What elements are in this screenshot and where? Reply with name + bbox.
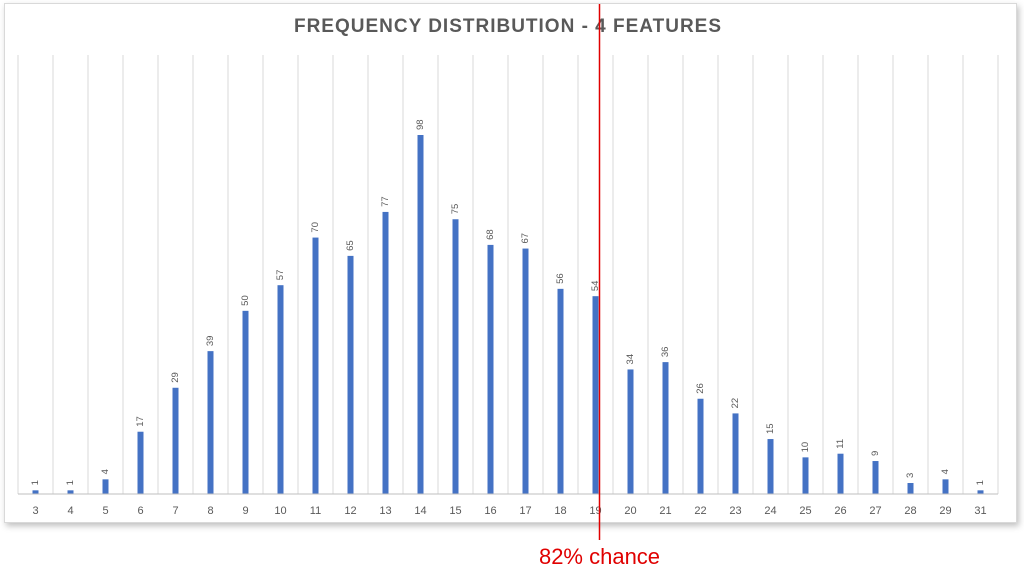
x-tick-14: 14 — [414, 505, 426, 517]
bar-23 — [732, 413, 739, 494]
x-tick-16: 16 — [484, 505, 496, 517]
gridlines — [17, 55, 999, 494]
bar-6 — [137, 431, 144, 494]
bar-25 — [802, 457, 809, 494]
x-tick-23: 23 — [729, 505, 741, 517]
data-label-14: 98 — [415, 119, 426, 130]
x-tick-24: 24 — [764, 505, 776, 517]
x-tick-19: 19 — [589, 505, 601, 517]
data-label-10: 57 — [275, 270, 286, 281]
bar-14 — [417, 135, 424, 494]
bar-5 — [102, 479, 109, 494]
bar-22 — [697, 398, 704, 494]
data-label-21: 36 — [660, 347, 671, 358]
bar-15 — [452, 219, 459, 494]
x-tick-4: 4 — [67, 505, 73, 517]
data-label-31: 1 — [975, 480, 986, 485]
x-tick-8: 8 — [207, 505, 213, 517]
threshold-annotation: 82% chance — [539, 544, 660, 569]
x-tick-27: 27 — [869, 505, 881, 517]
bar-8 — [207, 351, 214, 494]
bar-21 — [662, 362, 669, 494]
data-label-16: 68 — [485, 229, 496, 240]
x-tick-3: 3 — [32, 505, 38, 517]
x-tick-5: 5 — [102, 505, 108, 517]
bar-16 — [487, 244, 494, 494]
x-tick-10: 10 — [274, 505, 286, 517]
data-label-3: 1 — [30, 480, 41, 485]
bar-20 — [627, 369, 634, 494]
x-tick-26: 26 — [834, 505, 846, 517]
data-label-23: 22 — [730, 398, 741, 409]
data-label-13: 77 — [380, 196, 391, 207]
x-tick-25: 25 — [799, 505, 811, 517]
data-label-27: 9 — [870, 451, 881, 456]
bar-3 — [32, 490, 39, 494]
x-tick-6: 6 — [137, 505, 143, 517]
data-label-19: 54 — [590, 281, 601, 292]
data-label-22: 26 — [695, 383, 706, 394]
x-tick-29: 29 — [939, 505, 951, 517]
bar-13 — [382, 211, 389, 494]
bar-12 — [347, 255, 354, 494]
data-label-24: 15 — [765, 423, 776, 434]
data-label-20: 34 — [625, 354, 636, 365]
x-tick-22: 22 — [694, 505, 706, 517]
bar-19 — [592, 296, 599, 494]
data-label-28: 3 — [905, 473, 916, 478]
data-label-4: 1 — [65, 480, 76, 485]
x-tick-28: 28 — [904, 505, 916, 517]
data-label-26: 11 — [835, 439, 846, 449]
data-label-12: 65 — [345, 240, 356, 251]
x-tick-9: 9 — [242, 505, 248, 517]
data-label-5: 4 — [100, 469, 111, 474]
bar-9 — [242, 310, 249, 494]
bar-17 — [522, 248, 529, 494]
data-label-6: 17 — [135, 416, 146, 427]
x-tick-21: 21 — [659, 505, 671, 517]
x-tick-15: 15 — [449, 505, 461, 517]
data-label-8: 39 — [205, 336, 216, 347]
chart-title: FREQUENCY DISTRIBUTION - 4 FEATURES — [294, 16, 722, 37]
bar-10 — [277, 285, 284, 494]
x-tick-12: 12 — [344, 505, 356, 517]
bars — [32, 135, 984, 495]
data-label-25: 10 — [800, 442, 811, 453]
x-tick-11: 11 — [310, 505, 321, 517]
bar-31 — [977, 490, 984, 494]
bar-11 — [312, 237, 319, 495]
data-label-9: 50 — [240, 295, 251, 306]
data-label-11: 70 — [310, 222, 321, 233]
bar-27 — [872, 461, 879, 494]
bar-18 — [557, 288, 564, 494]
data-label-18: 56 — [555, 273, 566, 284]
bar-28 — [907, 483, 914, 494]
bar-29 — [942, 479, 949, 494]
x-tick-31: 31 — [974, 505, 986, 517]
x-tick-18: 18 — [554, 505, 566, 517]
data-label-17: 67 — [520, 233, 531, 244]
x-tick-17: 17 — [519, 505, 531, 517]
data-label-7: 29 — [170, 372, 181, 383]
bar-4 — [67, 490, 74, 494]
x-axis-ticks: 3 4 5 6 7 8 9 10 11 12 13 14 15 16 17 18 19 20 21 22 23 24 25 2… — [32, 505, 986, 517]
x-tick-7: 7 — [172, 505, 178, 517]
bar-26 — [837, 453, 844, 494]
x-tick-13: 13 — [379, 505, 391, 517]
x-tick-20: 20 — [624, 505, 636, 517]
bar-24 — [767, 439, 774, 494]
bar-7 — [172, 387, 179, 494]
data-label-15: 75 — [450, 204, 461, 215]
data-label-29: 4 — [940, 469, 951, 474]
